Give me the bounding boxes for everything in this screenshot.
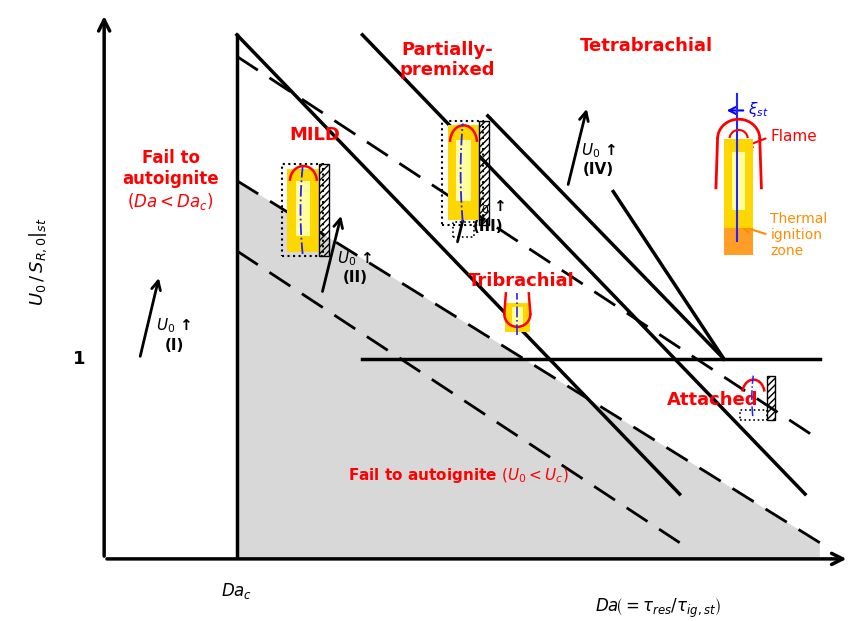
Text: 1: 1 [73, 350, 86, 368]
Text: Attached: Attached [667, 391, 759, 409]
Bar [724, 228, 753, 255]
Text: Thermal
ignition
zone: Thermal ignition zone [771, 212, 828, 258]
Bar [733, 152, 745, 210]
Bar [287, 168, 319, 252]
Bar [453, 222, 474, 237]
Text: Fail to
autoignite
$(Da < Da_c)$: Fail to autoignite $(Da < Da_c)$ [122, 149, 219, 212]
Text: $U_0$ ↑
(IV): $U_0$ ↑ (IV) [581, 141, 616, 177]
Text: Tetrabrachial: Tetrabrachial [580, 37, 713, 55]
Bar [479, 120, 490, 225]
Bar [505, 302, 529, 332]
Text: MILD: MILD [289, 126, 340, 144]
Text: $U_0$ ↑
(I): $U_0$ ↑ (I) [156, 317, 192, 353]
Text: Flame: Flame [771, 129, 817, 144]
Bar [740, 410, 766, 420]
Polygon shape [104, 181, 842, 559]
Text: $U_0\,/\,S_{R,0}|_{st}$: $U_0\,/\,S_{R,0}|_{st}$ [27, 217, 49, 306]
Bar [319, 165, 329, 256]
Bar [512, 307, 523, 328]
Bar [448, 125, 479, 220]
Bar [296, 181, 311, 235]
Bar [766, 376, 774, 420]
Text: $U_0$ ↑
(II): $U_0$ ↑ (II) [338, 249, 372, 285]
Bar [457, 140, 470, 201]
Text: Tribrachial: Tribrachial [468, 272, 575, 290]
Bar [442, 120, 483, 225]
Text: Partially-
premixed: Partially- premixed [399, 40, 495, 79]
Text: $Da_c$: $Da_c$ [221, 581, 253, 601]
Text: $U_0$ ↑
(III): $U_0$ ↑ (III) [470, 197, 505, 234]
Bar [724, 139, 753, 228]
Text: $\xi_{st}$: $\xi_{st}$ [748, 100, 769, 119]
Text: $Da\!\left(=\tau_{res}/\tau_{ig,st}\right)$: $Da\!\left(=\tau_{res}/\tau_{ig,st}\righ… [595, 597, 720, 620]
Text: Fail to autoignite $(U_0 < U_c)$: Fail to autoignite $(U_0 < U_c)$ [348, 466, 569, 484]
Bar [282, 165, 323, 256]
